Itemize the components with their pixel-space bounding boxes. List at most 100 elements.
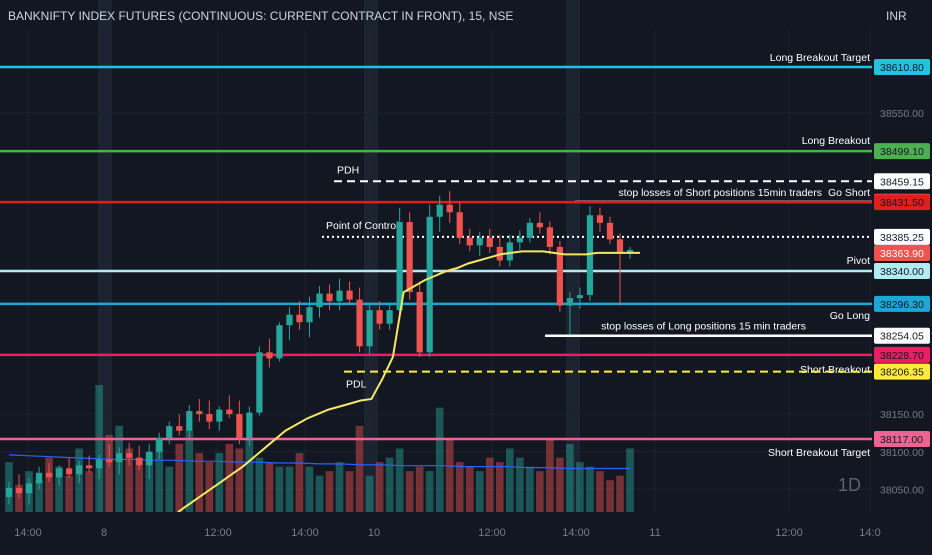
- volume-bar: [445, 439, 454, 512]
- candle-body: [276, 325, 283, 359]
- volume-bar: [556, 457, 564, 512]
- level-label: PDL: [346, 379, 367, 391]
- candle-body: [626, 249, 634, 253]
- volume-bar: [255, 457, 264, 512]
- candle-body: [506, 242, 513, 261]
- x-tick-label: 14:00: [14, 527, 42, 539]
- candle-body: [246, 412, 253, 439]
- candle-body: [606, 222, 614, 240]
- volume-bar: [195, 453, 204, 512]
- volume-bar: [65, 475, 73, 512]
- volume-bar: [425, 471, 434, 512]
- volume-bar: [395, 448, 404, 512]
- price-tag: [874, 228, 930, 245]
- volume-bar: [205, 462, 214, 512]
- candle-body: [5, 487, 13, 497]
- candle-body: [25, 483, 33, 494]
- candle-body: [206, 414, 213, 422]
- x-tick-label: 12:00: [204, 527, 232, 539]
- y-tick-label: 38050.00: [880, 484, 924, 496]
- candle-body: [236, 414, 243, 439]
- volume-bar: [45, 457, 53, 512]
- candle-body: [226, 409, 233, 415]
- candle-body: [286, 314, 293, 326]
- volume-bar: [245, 439, 254, 512]
- price-tag: [874, 59, 930, 76]
- volume-bar: [536, 471, 544, 512]
- volume-bar: [365, 475, 374, 512]
- time-axis[interactable]: 14:00 8 12:00 14:00 10 12:00 14:00 11 12:00 14:0: [0, 512, 932, 550]
- candle-body: [416, 292, 423, 353]
- candle-body: [336, 290, 343, 302]
- price-tag-label: 38254.05: [880, 331, 924, 343]
- level-label: Long Breakout Target: [770, 52, 870, 64]
- volume-bar: [375, 462, 384, 512]
- candle-body: [146, 451, 153, 466]
- x-tick-label: 10: [368, 527, 380, 539]
- candle-body: [456, 212, 463, 238]
- candle-body: [116, 453, 123, 463]
- session-band: [98, 0, 112, 512]
- timeframe-badge: 1D: [838, 475, 861, 495]
- chart-title: BANKNIFTY INDEX FUTURES (CONTINUOUS: CUR…: [8, 9, 513, 23]
- volume-bar: [35, 480, 43, 512]
- volume-bar: [135, 457, 144, 512]
- candle-body: [176, 426, 183, 431]
- volume-bar: [566, 443, 574, 512]
- price-tag-label: 38385.25: [880, 232, 924, 244]
- price-tag-label: 38340.00: [880, 266, 924, 278]
- candle-body: [296, 314, 303, 323]
- level-label: Point of Control: [326, 220, 398, 232]
- volume-bar: [305, 466, 314, 512]
- volume-bar: [526, 466, 534, 512]
- level-label: PDH: [337, 164, 359, 176]
- candle-body: [446, 204, 453, 213]
- level-lines: Long Breakout Target Long Breakout PDH stop…: [0, 52, 872, 459]
- price-axis[interactable]: 38550.00 38150.00 38100.00 38050.00 38610.80…: [872, 0, 932, 550]
- candle-body: [156, 438, 163, 452]
- session-band: [364, 0, 378, 512]
- candle-body: [586, 215, 594, 296]
- candle-body: [556, 246, 563, 306]
- volume-bar: [125, 448, 133, 512]
- volume-bar: [145, 453, 154, 512]
- volume-bar: [95, 385, 103, 512]
- candle-body: [546, 227, 553, 247]
- candle-body: [386, 310, 393, 324]
- volume-bar: [355, 425, 364, 512]
- price-tag: [874, 363, 930, 380]
- candle-body: [466, 237, 473, 246]
- candle-body: [166, 426, 173, 439]
- last-price-label: 38363.90: [880, 248, 924, 260]
- price-tag-label: 38610.80: [880, 62, 924, 74]
- volume-bar: [435, 407, 444, 512]
- candle-body: [436, 204, 443, 217]
- x-tick-label: 12:00: [478, 527, 506, 539]
- y-tick-label: 38100.00: [880, 447, 924, 459]
- volume-bar: [315, 475, 324, 512]
- volume-bar: [506, 448, 514, 512]
- volume-bar: [345, 471, 354, 512]
- candle-body: [616, 239, 624, 253]
- currency-label: INR: [886, 9, 907, 23]
- volume-bar: [455, 462, 464, 512]
- candle-body: [216, 409, 223, 422]
- candle-body: [316, 293, 323, 308]
- volume-bars: [5, 385, 634, 512]
- volume-bar: [586, 466, 594, 512]
- price-tag-label: 38499.10: [880, 146, 924, 158]
- volume-bar: [335, 462, 344, 512]
- candle-body: [186, 411, 193, 431]
- level-label: Pivot: [847, 255, 870, 267]
- candle-body: [15, 487, 23, 494]
- y-tick-label: 38150.00: [880, 409, 924, 421]
- level-label: Long Breakout: [802, 135, 870, 147]
- level-label: Go Long: [830, 310, 870, 322]
- candle-body: [576, 295, 584, 299]
- candle-body: [196, 411, 203, 415]
- volume-bar: [546, 439, 554, 512]
- candle-body: [486, 237, 493, 247]
- volume-bar: [465, 466, 474, 512]
